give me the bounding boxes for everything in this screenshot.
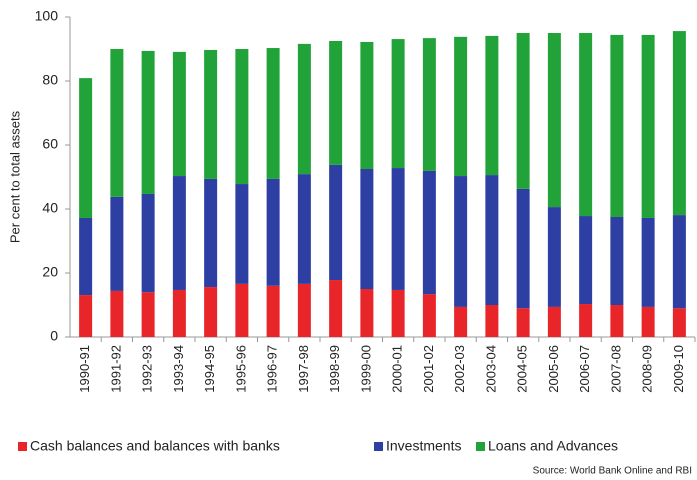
x-tick-label: 2004-05 xyxy=(515,345,530,393)
y-tick-label: 80 xyxy=(42,72,58,88)
bar-segment xyxy=(610,305,624,337)
bar-segment xyxy=(329,164,343,281)
bar-segment xyxy=(204,49,218,179)
x-tick-label: 1997-98 xyxy=(296,345,311,393)
bar-segment xyxy=(141,50,155,194)
bar-segment xyxy=(422,294,436,337)
bar-segment xyxy=(579,216,593,305)
bar-segment xyxy=(672,308,686,337)
bar-segment xyxy=(454,306,468,337)
bar-segment xyxy=(454,36,468,177)
bar-segment xyxy=(110,290,124,337)
bar-segment xyxy=(79,217,93,296)
bar-segment xyxy=(297,283,311,337)
bar-segment xyxy=(641,306,655,337)
bar-segment xyxy=(141,193,155,293)
x-tick-label: 2005-06 xyxy=(546,345,561,393)
bar-segment xyxy=(547,207,561,307)
y-tick-label: 100 xyxy=(35,8,59,24)
bar-segment xyxy=(579,304,593,337)
y-tick-label: 60 xyxy=(42,136,58,152)
x-tick-label: 1999-00 xyxy=(358,345,373,393)
y-tick-label: 40 xyxy=(42,200,58,216)
bar-segment xyxy=(172,176,186,290)
bar-segment xyxy=(610,34,624,217)
y-axis-label: Per cent to total assets xyxy=(7,110,22,243)
bar-segment xyxy=(579,33,593,217)
bar-segment xyxy=(516,33,530,189)
bar-segment xyxy=(610,217,624,305)
bar-segment xyxy=(172,51,186,177)
bar-segment xyxy=(266,285,280,337)
x-tick-label: 1998-99 xyxy=(327,345,342,393)
legend-label: Cash balances and balances with banks xyxy=(30,438,280,454)
bar-segment xyxy=(360,289,374,337)
bar-segment xyxy=(266,178,280,286)
legend-swatch xyxy=(374,442,383,451)
bar-segment xyxy=(297,43,311,175)
x-tick-label: 2002-03 xyxy=(452,345,467,393)
x-tick-label: 2008-09 xyxy=(640,345,655,393)
bar-segment xyxy=(329,280,343,337)
bar-segment xyxy=(329,41,343,165)
bar-segment xyxy=(422,170,436,295)
x-tick-label: 2006-07 xyxy=(577,345,592,393)
bar-segment xyxy=(297,174,311,284)
x-tick-label: 1992-93 xyxy=(140,345,155,393)
x-tick-label: 1990-91 xyxy=(77,345,92,393)
bar-segment xyxy=(360,169,374,289)
bar-segment xyxy=(516,308,530,337)
bar-segment xyxy=(235,49,249,185)
x-tick-label: 2003-04 xyxy=(483,345,498,393)
legend-swatch xyxy=(476,442,485,451)
bar-segment xyxy=(485,305,499,337)
x-tick-label: 2007-08 xyxy=(608,345,623,393)
bar-segment xyxy=(110,196,124,291)
bar-segment xyxy=(672,215,686,309)
bar-segment xyxy=(360,41,374,169)
bar-segment xyxy=(79,78,93,218)
x-tick-label: 1994-95 xyxy=(202,345,217,393)
source-note: Source: World Bank Online and RBI xyxy=(533,466,692,477)
bar-segment xyxy=(641,34,655,218)
bar-segment xyxy=(516,188,530,309)
bar-segment xyxy=(391,39,405,169)
legend-swatch xyxy=(18,442,27,451)
bar-segment xyxy=(266,48,280,179)
legend-label: Loans and Advances xyxy=(488,438,618,454)
bar-segment xyxy=(641,217,655,307)
bar-segment xyxy=(204,178,218,288)
bar-segment xyxy=(141,292,155,337)
legend-label: Investments xyxy=(386,438,461,454)
x-tick-label: 2000-01 xyxy=(390,345,405,393)
bar-segment xyxy=(235,283,249,337)
x-tick-label: 1993-94 xyxy=(171,345,186,393)
bar-segment xyxy=(454,176,468,307)
bar-segment xyxy=(547,33,561,208)
bar-segment xyxy=(204,287,218,337)
bar-segment xyxy=(235,184,249,284)
x-tick-label: 1991-92 xyxy=(108,345,123,393)
bar-segment xyxy=(485,175,499,305)
x-tick-label: 2009-10 xyxy=(671,345,686,393)
bar-segment xyxy=(672,31,686,216)
bar-segment xyxy=(79,295,93,337)
bar-segment xyxy=(422,38,436,171)
bar-segment xyxy=(547,306,561,337)
y-tick-label: 20 xyxy=(42,264,58,280)
y-tick-label: 0 xyxy=(50,328,58,344)
bar-segment xyxy=(391,289,405,337)
bar-segment xyxy=(110,49,124,197)
x-tick-label: 1996-97 xyxy=(265,345,280,393)
bar-segment xyxy=(485,35,499,176)
bar-segment xyxy=(172,289,186,337)
x-tick-label: 2001-02 xyxy=(421,345,436,393)
bar-segment xyxy=(391,168,405,290)
x-tick-label: 1995-96 xyxy=(233,345,248,393)
